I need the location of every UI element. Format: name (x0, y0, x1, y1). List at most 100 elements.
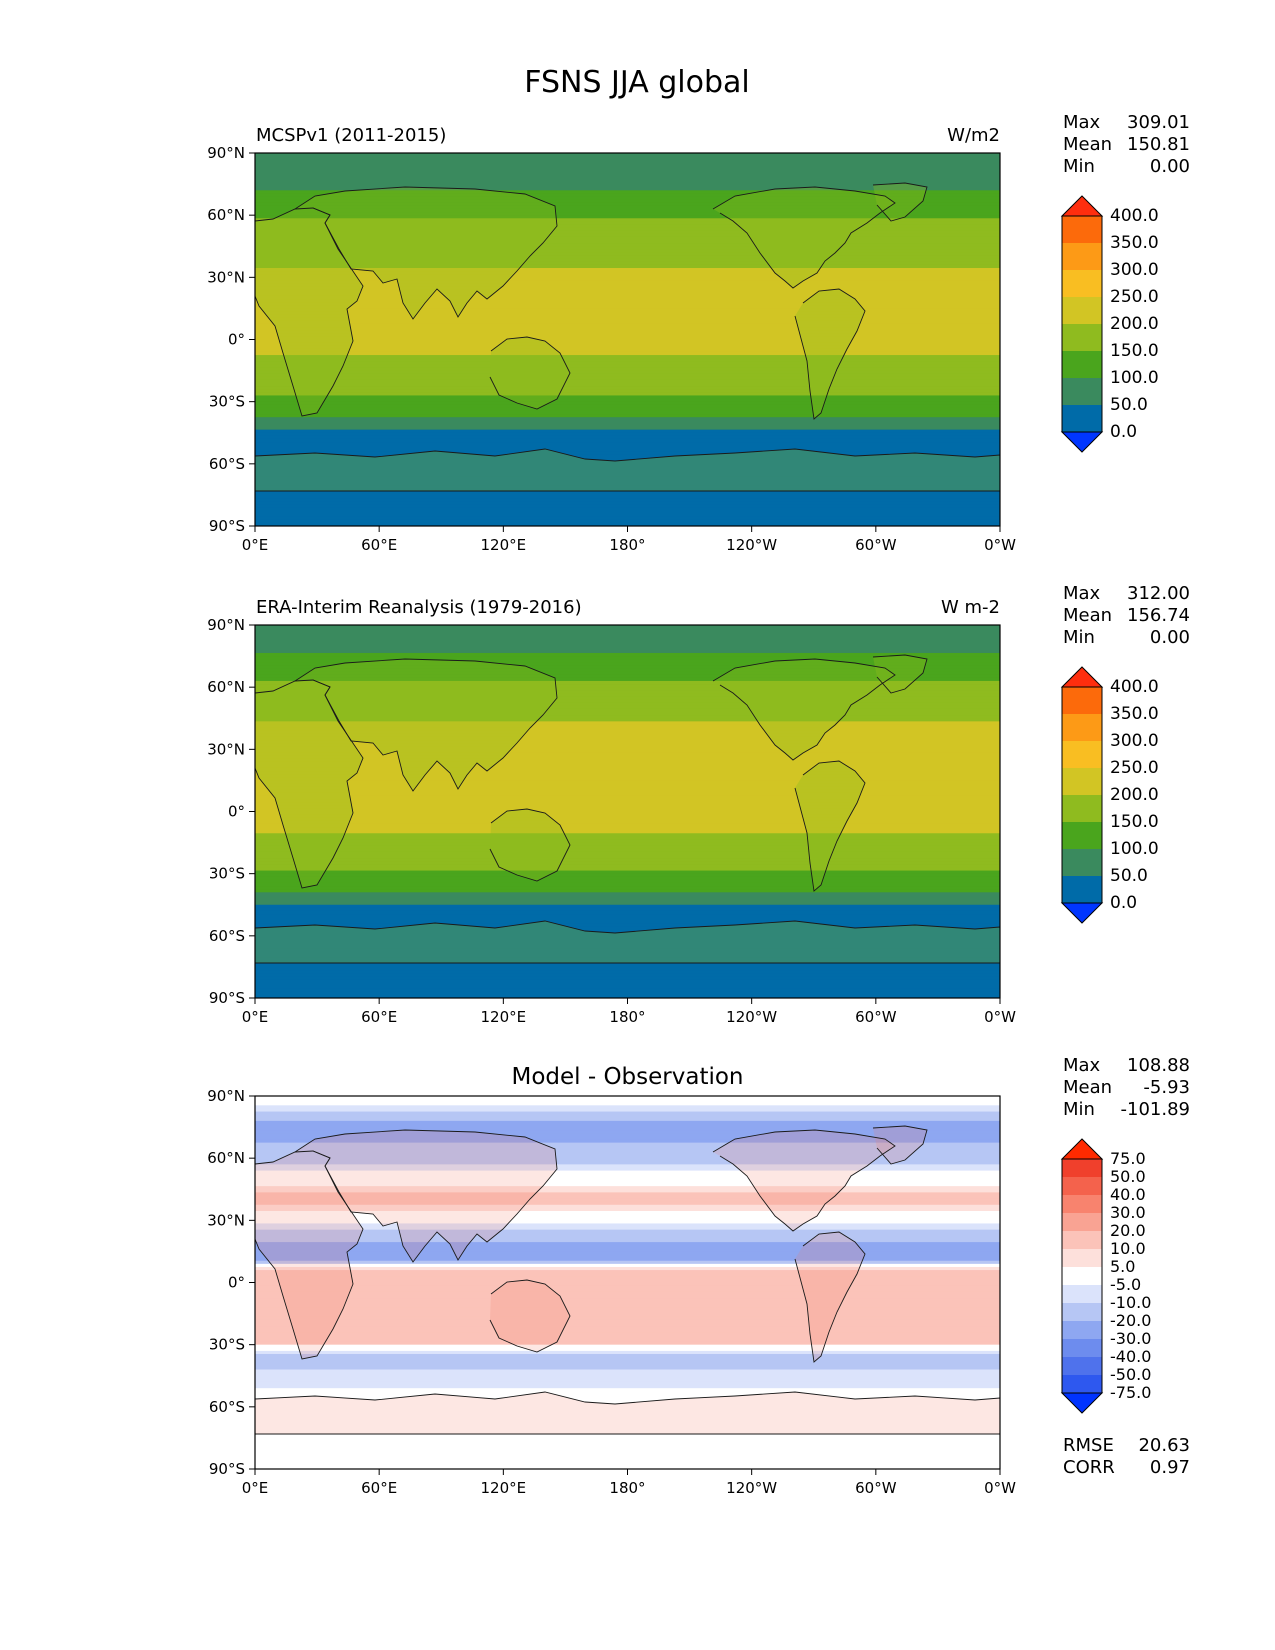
colorbar-extend-min (1060, 902, 1104, 924)
colorbar-label: -50.0 (1110, 1365, 1151, 1384)
zonal-band (255, 892, 1000, 897)
zonal-band (255, 292, 1000, 297)
zonal-band (255, 432, 1000, 437)
zonal-band (255, 373, 1000, 378)
zonal-band (255, 1335, 1000, 1340)
zonal-band (255, 1369, 1000, 1374)
zonal-band (255, 165, 1000, 170)
zonal-band (255, 659, 1000, 663)
lat-tick-label: 30°N (207, 268, 245, 286)
zonal-band (255, 435, 1000, 440)
zonal-band (255, 643, 1000, 648)
zonal-band (255, 671, 1000, 676)
lon-tick-label: 0°W (984, 1479, 1016, 1497)
zonal-band (255, 159, 1000, 163)
zonal-band (255, 1304, 1000, 1308)
zonal-band (255, 684, 1000, 688)
zonal-band (255, 1288, 1000, 1293)
zonal-band (255, 252, 1000, 257)
zonal-band (255, 339, 1000, 344)
zonal-band (255, 351, 1000, 356)
lon-tick-label: 60°W (855, 1008, 897, 1026)
zonal-band (255, 1111, 1000, 1116)
lon-tick-label: 60°E (361, 536, 397, 554)
lat-tick-label: 90°N (207, 616, 245, 634)
zonal-band (255, 1214, 1000, 1218)
zonal-band (255, 1391, 1000, 1395)
zonal-band (255, 1381, 1000, 1386)
zonal-band (255, 205, 1000, 210)
colorbar-extend-min (1060, 431, 1104, 453)
panel-units: W m-2 (941, 597, 1000, 618)
zonal-band (255, 1173, 1000, 1178)
colorbar-extend-max (1060, 195, 1104, 217)
lon-tick-label: 60°W (855, 1479, 897, 1497)
colorbar-diff: -75.0-50.0-40.0-30.0-20.0-10.0-5.05.010.… (1060, 1138, 1151, 1414)
colorbar-label: 300.0 (1110, 260, 1159, 280)
zonal-band (255, 264, 1000, 269)
zonal-band (255, 1456, 1000, 1461)
zonal-band (255, 1179, 1000, 1184)
colorbar-swatch (1062, 714, 1102, 741)
zonal-band (255, 202, 1000, 207)
panel-units: W/m2 (947, 125, 1000, 146)
colorbar-label: 20.0 (1110, 1221, 1146, 1240)
zonal-band (255, 233, 1000, 238)
zonal-band (255, 342, 1000, 347)
colorbar-swatch (1062, 243, 1102, 270)
zonal-band (255, 249, 1000, 254)
zonal-band (255, 240, 1000, 244)
zonal-band (255, 662, 1000, 667)
colorbar-label: 200.0 (1110, 785, 1159, 805)
zonal-band (255, 383, 1000, 387)
zonal-band (255, 311, 1000, 316)
stat-label-mean: Mean (1063, 1077, 1112, 1098)
zonal-band (255, 1350, 1000, 1355)
zonal-band (255, 1263, 1000, 1268)
zonal-band (255, 851, 1000, 856)
zonal-band (255, 386, 1000, 390)
zonal-band (255, 519, 1000, 524)
zonal-band (255, 367, 1000, 372)
zonal-band (255, 1114, 1000, 1119)
colorbar-label: 150.0 (1110, 341, 1159, 361)
zonal-band (255, 718, 1000, 722)
zonal-band (255, 914, 1000, 918)
zonal-band (255, 1204, 1000, 1209)
zonal-band (255, 799, 1000, 803)
zonal-band (255, 839, 1000, 844)
zonal-band (255, 907, 1000, 912)
zonal-band (255, 637, 1000, 642)
stat-label-mean: Mean (1063, 134, 1112, 155)
zonal-band (255, 994, 1000, 998)
zonal-band (255, 820, 1000, 825)
zonal-band (255, 910, 1000, 915)
zonal-band (255, 733, 1000, 738)
stat-label-corr: CORR (1063, 1457, 1115, 1478)
zonal-band (255, 305, 1000, 310)
zonal-band (255, 882, 1000, 887)
zonal-band (255, 929, 1000, 934)
zonal-band (255, 1310, 1000, 1315)
zonal-band (255, 199, 1000, 204)
panel-title: Model - Observation (511, 1064, 743, 1090)
zonal-band (255, 243, 1000, 247)
zonal-band (255, 1130, 1000, 1134)
colorbar-label: 400.0 (1110, 677, 1159, 697)
lat-tick-label: 30°N (207, 1211, 245, 1229)
zonal-band (255, 1450, 1000, 1455)
zonal-band (255, 1164, 1000, 1169)
colorbar-label: 75.0 (1110, 1149, 1146, 1168)
zonal-band (255, 1170, 1000, 1175)
zonal-band (255, 336, 1000, 341)
zonal-band (255, 730, 1000, 735)
zonal-band (255, 1145, 1000, 1150)
stat-label-min: Min (1063, 1099, 1095, 1120)
zonal-band (255, 1242, 1000, 1246)
zonal-band (255, 1189, 1000, 1193)
colorbar-label: 50.0 (1110, 395, 1148, 415)
zonal-band (255, 429, 1000, 434)
zonal-band (255, 752, 1000, 757)
zonal-band (255, 777, 1000, 782)
zonal-band (255, 973, 1000, 977)
